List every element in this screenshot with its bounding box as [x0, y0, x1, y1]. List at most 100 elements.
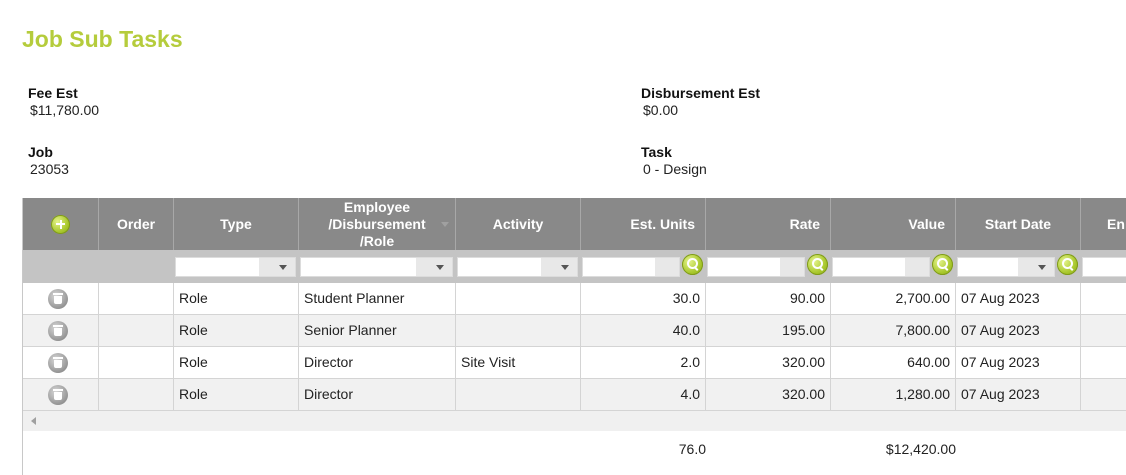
page-title: Job Sub Tasks — [22, 26, 183, 52]
disbursement-est: Disbursement Est $0.00 — [641, 85, 760, 119]
cell-end-date[interactable] — [1081, 379, 1126, 410]
row-actions — [23, 315, 99, 346]
header-end-date[interactable]: En — [1107, 215, 1125, 232]
grid-header: Order Type Employee /Disbursement /Role … — [23, 198, 1126, 250]
cell-start-date[interactable]: 07 Aug 2023 — [956, 379, 1081, 410]
cell-type[interactable]: Role — [174, 283, 299, 314]
header-employee-line3: /Role — [359, 232, 395, 249]
row-actions — [23, 347, 99, 378]
trash-icon[interactable] — [48, 321, 68, 341]
end-date-filter-input[interactable] — [1082, 257, 1126, 277]
type-filter-select[interactable] — [175, 257, 296, 277]
subtasks-grid: Order Type Employee /Disbursement /Role … — [22, 198, 1126, 475]
activity-filter-select[interactable] — [457, 257, 578, 277]
cell-activity[interactable]: Site Visit — [456, 347, 581, 378]
trash-icon[interactable] — [48, 289, 68, 309]
cell-start-date[interactable]: 07 Aug 2023 — [956, 283, 1081, 314]
table-row[interactable]: Role Director 4.0 320.00 1,280.00 07 Aug… — [23, 379, 1126, 411]
add-row-icon[interactable] — [51, 214, 70, 234]
header-activity[interactable]: Activity — [456, 198, 581, 250]
cell-rate[interactable]: 195.00 — [706, 315, 831, 346]
cell-type[interactable]: Role — [174, 315, 299, 346]
header-est-units[interactable]: Est. Units — [581, 198, 706, 250]
header-actions — [23, 198, 99, 250]
header-rate[interactable]: Rate — [706, 198, 831, 250]
value-search-icon[interactable] — [932, 254, 953, 275]
cell-value[interactable]: 640.00 — [831, 347, 956, 378]
table-row[interactable]: Role Student Planner 30.0 90.00 2,700.00… — [23, 283, 1126, 315]
cell-est-units[interactable]: 40.0 — [581, 315, 706, 346]
cell-rate[interactable]: 320.00 — [706, 347, 831, 378]
input-side — [780, 258, 804, 276]
cell-activity[interactable] — [456, 315, 581, 346]
cell-value[interactable]: 1,280.00 — [831, 379, 956, 410]
cell-value[interactable]: 7,800.00 — [831, 315, 956, 346]
scroll-left-arrow-icon[interactable] — [31, 417, 36, 425]
job-value: 23053 — [30, 161, 69, 177]
total-value: $12,420.00 — [885, 441, 956, 457]
employee-filter-select[interactable] — [300, 257, 453, 277]
cell-start-date[interactable]: 07 Aug 2023 — [956, 347, 1081, 378]
header-employee-line2: /Disbursement — [328, 215, 426, 232]
header-employee-label: Employee /Disbursement /Role — [328, 199, 425, 250]
row-actions — [23, 379, 99, 410]
fee-est: Fee Est $11,780.00 — [28, 85, 99, 119]
job: Job 23053 — [28, 144, 69, 178]
input-side — [905, 258, 929, 276]
cell-est-units[interactable]: 2.0 — [581, 347, 706, 378]
cell-start-date[interactable]: 07 Aug 2023 — [956, 315, 1081, 346]
filter-row — [23, 250, 1126, 283]
sort-arrow-icon[interactable] — [441, 222, 449, 227]
cell-end-date[interactable] — [1081, 315, 1126, 346]
cell-value[interactable]: 2,700.00 — [831, 283, 956, 314]
total-est-units: 76.0 — [678, 441, 706, 457]
cell-end-date[interactable] — [1081, 347, 1126, 378]
cell-rate[interactable]: 90.00 — [706, 283, 831, 314]
cell-employee[interactable]: Director — [299, 347, 456, 378]
header-start-date[interactable]: Start Date — [956, 198, 1081, 250]
cell-order[interactable] — [99, 315, 174, 346]
totals-row: 76.0 $12,420.00 — [23, 431, 1126, 475]
cell-employee[interactable]: Director — [299, 379, 456, 410]
cell-type[interactable]: Role — [174, 379, 299, 410]
cell-order[interactable] — [99, 379, 174, 410]
disbursement-est-label: Disbursement Est — [641, 85, 761, 101]
chevron-down-icon[interactable] — [259, 258, 295, 276]
cell-type[interactable]: Role — [174, 347, 299, 378]
cell-employee[interactable]: Student Planner — [299, 283, 456, 314]
header-value[interactable]: Value — [831, 198, 956, 250]
cell-activity[interactable] — [456, 283, 581, 314]
cell-order[interactable] — [99, 347, 174, 378]
table-row[interactable]: Role Director Site Visit 2.0 320.00 640.… — [23, 347, 1126, 379]
value-filter-input[interactable] — [832, 257, 930, 277]
task: Task 0 - Design — [641, 144, 707, 178]
cell-rate[interactable]: 320.00 — [706, 379, 831, 410]
header-employee-line1: Employee — [343, 198, 411, 215]
header-employee[interactable]: Employee /Disbursement /Role — [299, 198, 456, 250]
est-units-filter-input[interactable] — [582, 257, 680, 277]
trash-icon[interactable] — [48, 385, 68, 405]
chevron-down-icon[interactable] — [541, 258, 577, 276]
cell-est-units[interactable]: 4.0 — [581, 379, 706, 410]
table-row[interactable]: Role Senior Planner 40.0 195.00 7,800.00… — [23, 315, 1126, 347]
row-actions — [23, 283, 99, 314]
rate-filter-input[interactable] — [707, 257, 805, 277]
horizontal-scrollbar[interactable] — [23, 411, 1126, 431]
task-value: 0 - Design — [643, 161, 707, 177]
start-date-search-icon[interactable] — [1057, 254, 1078, 275]
header-order[interactable]: Order — [99, 198, 174, 250]
start-date-filter-select[interactable] — [957, 257, 1055, 277]
cell-end-date[interactable] — [1081, 283, 1126, 314]
task-label: Task — [641, 144, 672, 160]
cell-activity[interactable] — [456, 379, 581, 410]
cell-employee[interactable]: Senior Planner — [299, 315, 456, 346]
trash-icon[interactable] — [48, 353, 68, 373]
rate-search-icon[interactable] — [807, 254, 828, 275]
input-side — [655, 258, 679, 276]
chevron-down-icon[interactable] — [1018, 258, 1054, 276]
header-type[interactable]: Type — [174, 198, 299, 250]
est-units-search-icon[interactable] — [682, 254, 703, 275]
chevron-down-icon[interactable] — [416, 258, 452, 276]
cell-order[interactable] — [99, 283, 174, 314]
cell-est-units[interactable]: 30.0 — [581, 283, 706, 314]
